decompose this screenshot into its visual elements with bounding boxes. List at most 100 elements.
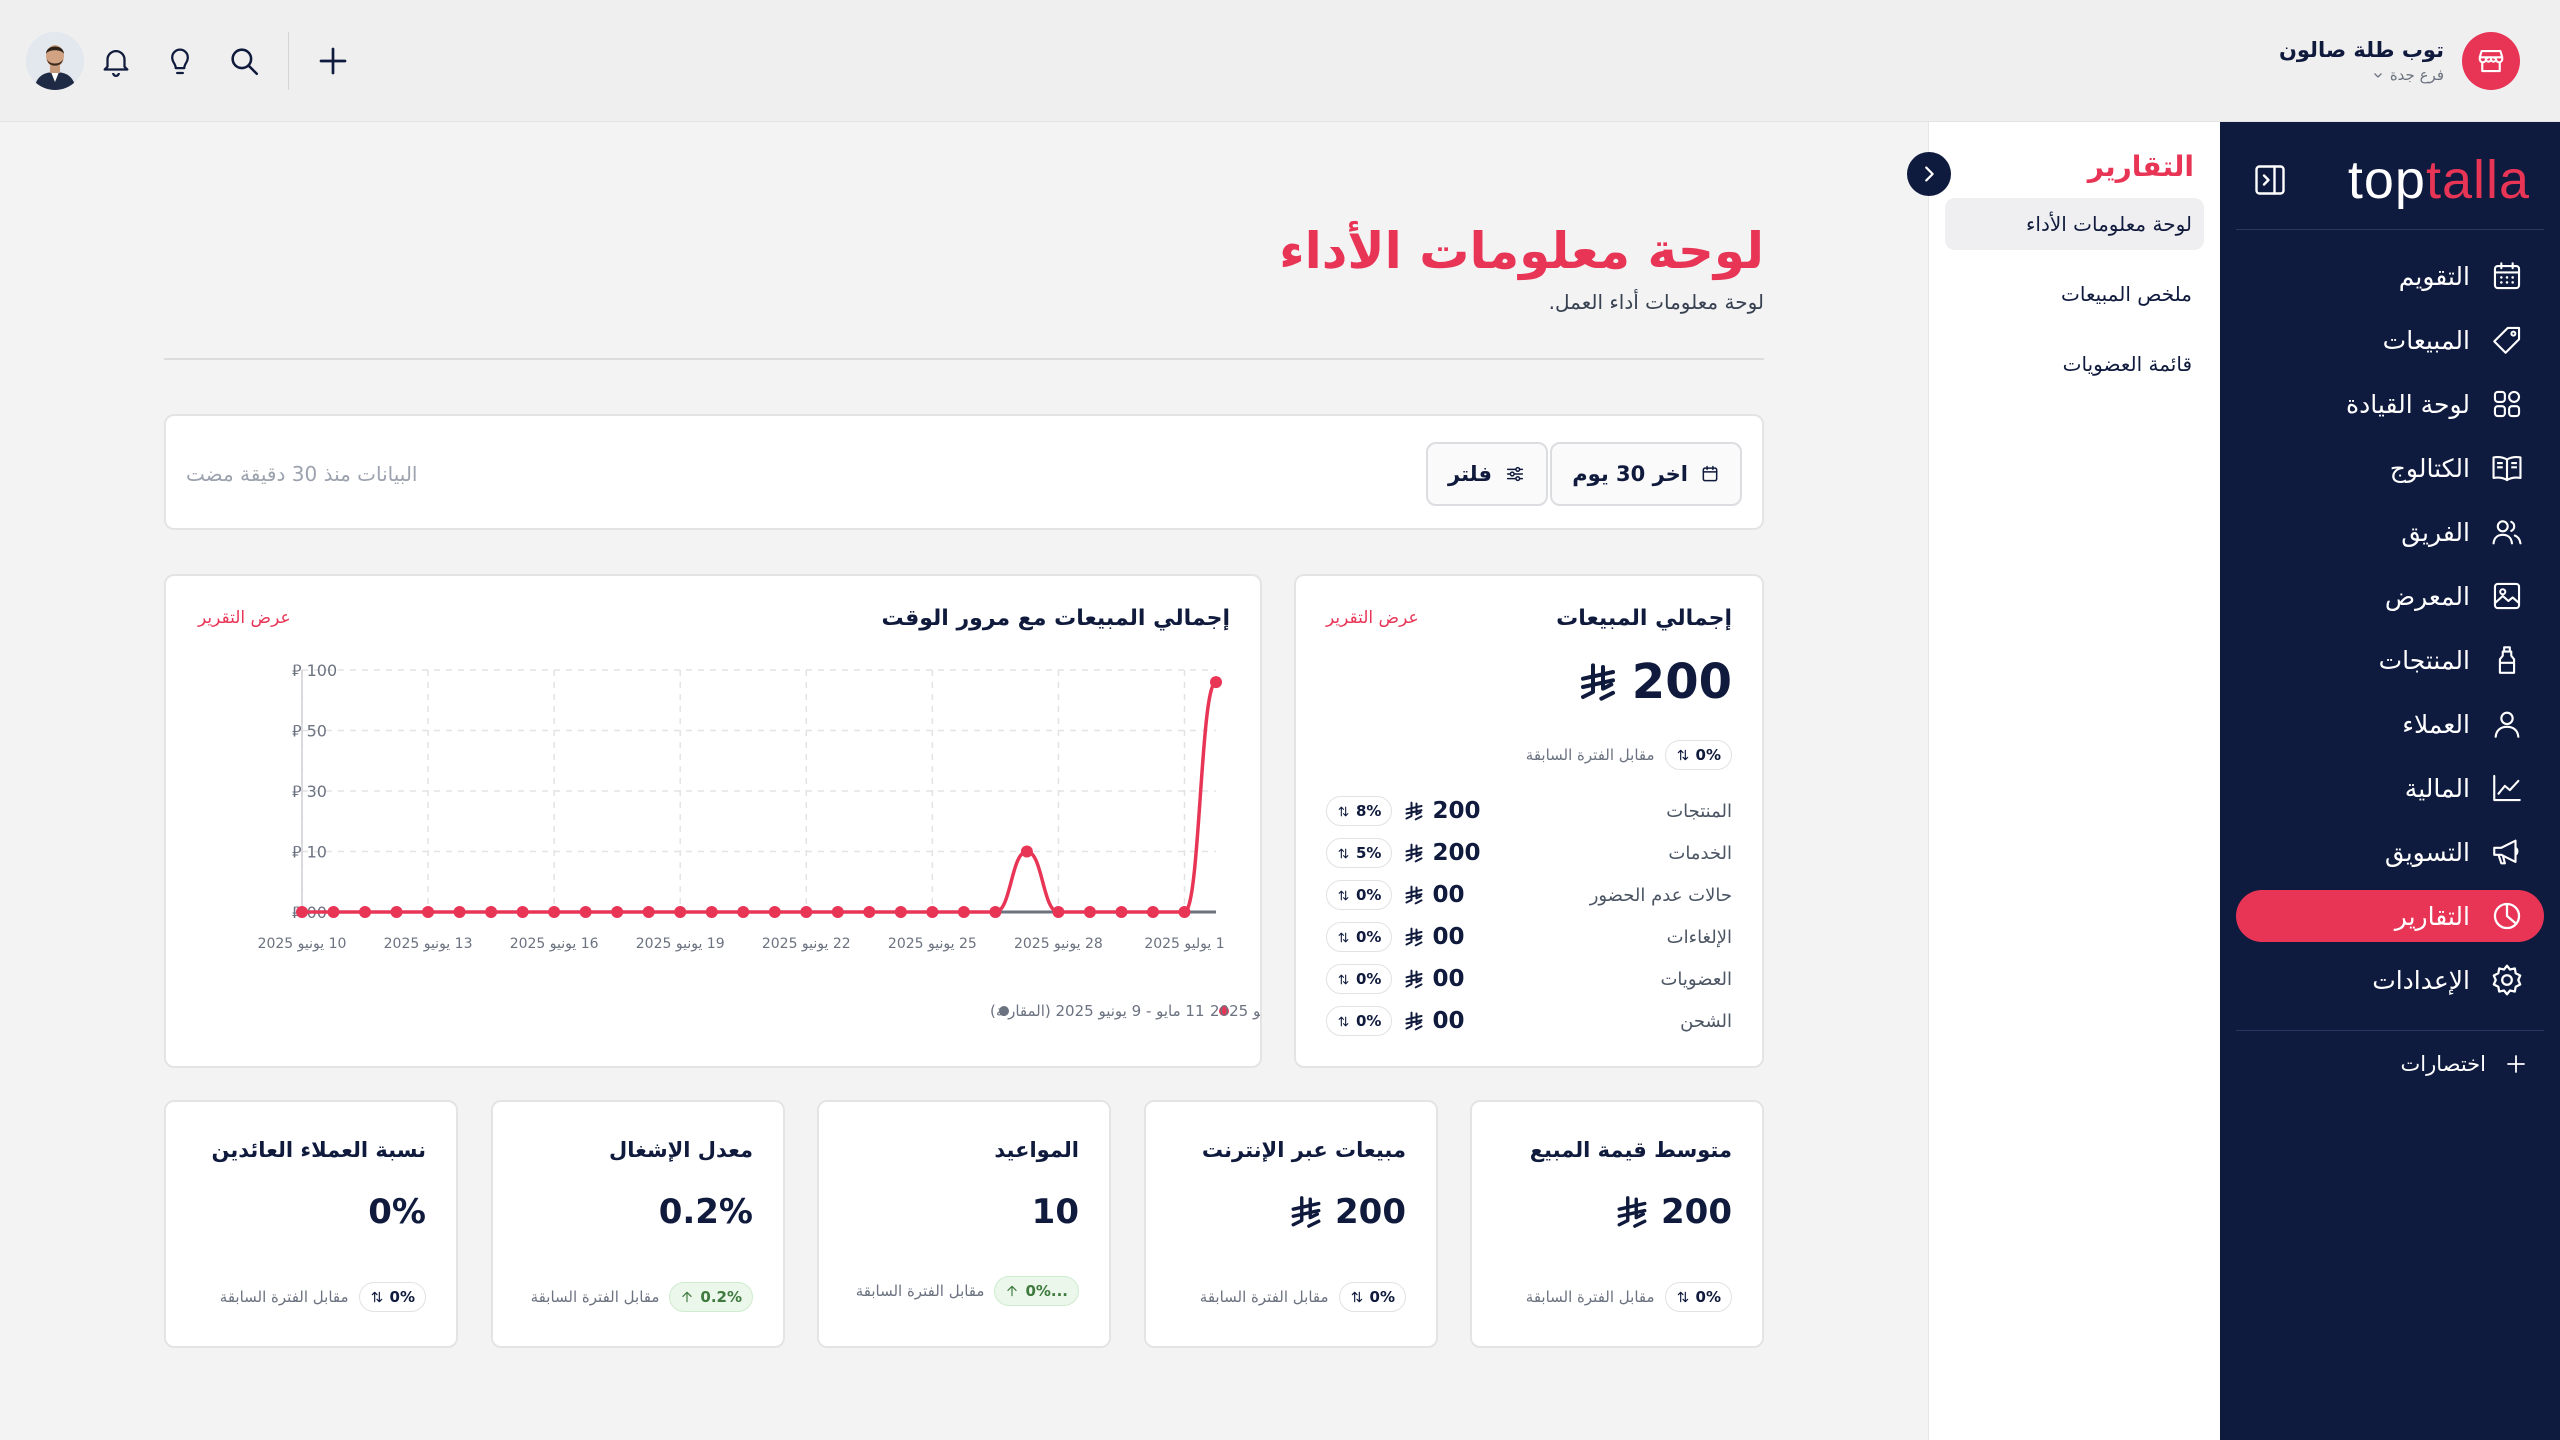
sidebar: toptalla التقويم المبيعات لوحة القيادة ا… [2220, 122, 2560, 1440]
sidebar-item-dashboard[interactable]: لوحة القيادة [2236, 378, 2544, 430]
data-point [390, 906, 403, 918]
sidebar-item-calendar[interactable]: التقويم [2236, 250, 2544, 302]
sidebar-item-gallery[interactable]: المعرض [2236, 570, 2544, 622]
comparison-label: مقابل الفترة السابقة [855, 1282, 985, 1300]
comparison-row: 0%... مقابل الفترة السابقة [856, 1276, 1079, 1306]
data-point [1052, 906, 1065, 918]
team-icon [2488, 513, 2526, 551]
data-point [1115, 906, 1128, 918]
bell-icon[interactable] [84, 30, 148, 92]
metric-value: 0.2% [658, 1192, 753, 1232]
sidebar-item-marketing[interactable]: التسويق [2236, 826, 2544, 878]
data-point [485, 906, 498, 918]
data-point [296, 906, 308, 918]
avatar[interactable] [26, 32, 84, 90]
plus-icon[interactable] [301, 30, 365, 92]
data-point [579, 906, 592, 918]
reports-subnav: التقارير لوحة معلومات الأداء ملخص المبيع… [1907, 122, 2220, 1440]
change-badge: 0% [1326, 964, 1393, 994]
x-tick-label: 22 يونيو 2025 [762, 936, 851, 952]
filter-label: فلتر [1448, 462, 1492, 486]
card-title: إجمالي المبيعات مع مرور الوقت [881, 606, 1230, 631]
divider [164, 358, 1764, 360]
lightbulb-icon[interactable] [148, 30, 212, 92]
store-switcher[interactable]: توب طلة صالون فرع جدة [2279, 32, 2520, 90]
sidebar-item-settings[interactable]: الإعدادات [2236, 954, 2544, 1006]
filter-bar: اخر 30 يوم فلتر البيانات منذ 30 دقيقة مض… [164, 414, 1764, 530]
view-report-link[interactable]: عرض التقرير [198, 608, 291, 628]
sidebar-item-products[interactable]: المنتجات [2236, 634, 2544, 686]
subnav-title: التقارير [2087, 150, 2194, 183]
legend-label: 11 مايو - 9 يونيو 2025 (المقارنة) [990, 1002, 1205, 1020]
chevron-down-icon [2373, 73, 2382, 78]
metric-title: المواعيد [994, 1138, 1079, 1162]
data-point [831, 906, 844, 918]
sidebar-item-label: المنتجات [2378, 645, 2470, 675]
sidebar-item-finance[interactable]: المالية [2236, 762, 2544, 814]
riyal-icon [1404, 927, 1424, 947]
sidebar-collapse-icon[interactable] [2250, 160, 2290, 200]
data-point [327, 906, 340, 918]
series-line-current [302, 680, 1218, 914]
list-item: المنتجات 8% 200 [1326, 796, 1732, 826]
data-point [1210, 676, 1222, 689]
subnav-item-memberships[interactable]: قائمة العضويات [2062, 352, 2192, 376]
store-branch: فرع جدة [2279, 66, 2444, 84]
metric-title: نسبة العملاء العائدين [211, 1138, 426, 1162]
riyal-icon [1578, 662, 1618, 702]
change-badge: 0% [1326, 880, 1393, 910]
filter-button[interactable]: فلتر [1426, 442, 1548, 506]
metric-value: 200 [1615, 1192, 1732, 1232]
chevron-right-icon[interactable] [1907, 152, 1951, 196]
search-icon[interactable] [212, 30, 276, 92]
data-point [642, 906, 655, 918]
view-report-link[interactable]: عرض التقرير [1326, 608, 1419, 628]
trend-icon [2488, 769, 2526, 807]
sidebar-item-label: المعرض [2384, 581, 2470, 611]
sidebar-item-catalog[interactable]: الكتالوج [2236, 442, 2544, 494]
data-point [674, 906, 687, 918]
data-point [863, 906, 876, 918]
metric-title: متوسط قيمة المبيع [1529, 1138, 1732, 1162]
change-badge: 8% [1326, 796, 1393, 826]
data-freshness-note: البيانات منذ 30 دقيقة مضت [186, 462, 418, 486]
date-range-button[interactable]: اخر 30 يوم [1550, 442, 1742, 506]
data-point [1146, 906, 1159, 918]
shortcuts-button[interactable]: اختصارات [2400, 1052, 2528, 1076]
pie-icon [2488, 897, 2526, 935]
metric-card-online-sales: مبيعات عبر الإنترنت 200 0% مقابل الفترة ا… [1144, 1100, 1438, 1348]
change-badge: 0% [1338, 1282, 1406, 1312]
sidebar-item-clients[interactable]: العملاء [2236, 698, 2544, 750]
change-badge: 0% [1664, 740, 1732, 770]
comparison-row: 0% مقابل الفترة السابقة [1526, 740, 1732, 770]
sales-breakdown: المنتجات 8% 200 الخدمات 5% 200 حالات عدم… [1326, 796, 1732, 1036]
data-point [768, 906, 781, 918]
comparison-row: 0.2% مقابل الفترة السابقة [531, 1282, 753, 1312]
y-tick-label: 30 ⃁ [292, 782, 327, 801]
sidebar-item-label: العملاء [2402, 709, 2470, 739]
calendar-icon [1702, 465, 1718, 482]
sidebar-item-reports[interactable]: التقارير [2236, 890, 2544, 942]
sidebar-item-label: المالية [2404, 773, 2470, 803]
data-point [1178, 906, 1191, 918]
logo[interactable]: toptalla [2347, 150, 2530, 210]
gear-icon [2488, 961, 2526, 999]
sidebar-item-label: الكتالوج [2389, 453, 2470, 483]
date-range-label: اخر 30 يوم [1572, 462, 1688, 486]
grid-icon [2488, 385, 2526, 423]
y-tick-label: 10 ⃁ [292, 843, 327, 862]
data-point [705, 906, 718, 918]
sidebar-item-label: التقارير [2394, 901, 2470, 931]
sidebar-item-label: التقويم [2398, 261, 2470, 291]
total-sales-card: إجمالي المبيعات عرض التقرير 200 0% مقابل… [1294, 574, 1764, 1068]
sidebar-item-team[interactable]: الفريق [2236, 506, 2544, 558]
tag-icon [2488, 321, 2526, 359]
metric-value: 200 [1289, 1192, 1406, 1232]
metric-value: 10 [1031, 1192, 1079, 1232]
subnav-item-performance[interactable]: لوحة معلومات الأداء [1945, 198, 2204, 250]
subnav-item-sales-summary[interactable]: ملخص المبيعات [2061, 282, 2192, 306]
data-point [894, 906, 907, 918]
sidebar-item-sales[interactable]: المبيعات [2236, 314, 2544, 366]
y-tick-label: 50 ⃁ [292, 722, 327, 741]
